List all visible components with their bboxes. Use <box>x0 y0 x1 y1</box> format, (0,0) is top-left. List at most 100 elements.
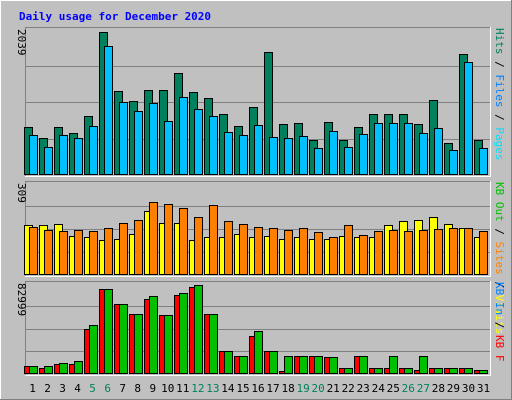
bar-kb-out <box>359 356 368 374</box>
bar-files <box>284 138 293 175</box>
day-label: 12 <box>191 382 204 395</box>
bar-sites <box>239 224 248 275</box>
day-label: 4 <box>74 382 81 395</box>
day-label: 28 <box>432 382 445 395</box>
bar-files <box>479 148 488 175</box>
bar-sites <box>119 223 128 275</box>
day-label: 27 <box>417 382 430 395</box>
bar-sites <box>284 230 293 275</box>
bar-kb-out <box>44 366 53 374</box>
bar-kb-out <box>224 351 233 374</box>
bar-files <box>359 134 368 175</box>
bar-sites <box>314 232 323 275</box>
bar-kb-out <box>449 368 458 374</box>
day-label: 23 <box>357 382 370 395</box>
day-label: 10 <box>161 382 174 395</box>
day-label: 1 <box>29 382 36 395</box>
bar-sites <box>434 229 443 275</box>
day-label: 16 <box>251 382 264 395</box>
bar-files <box>449 150 458 175</box>
bar-sites <box>389 230 398 275</box>
bar-sites <box>149 202 158 275</box>
bar-files <box>104 46 113 175</box>
bar-files <box>194 109 203 175</box>
day-label: 26 <box>402 382 415 395</box>
day-label: 30 <box>462 382 475 395</box>
bar-files <box>419 133 428 175</box>
bar-hits <box>264 52 273 175</box>
day-label: 8 <box>134 382 141 395</box>
bar-files <box>299 136 308 175</box>
day-label: 2 <box>44 382 51 395</box>
bar-sites <box>374 231 383 275</box>
bar-files <box>74 138 83 175</box>
bar-files <box>44 147 53 175</box>
bar-sites <box>479 231 488 275</box>
day-label: 9 <box>149 382 156 395</box>
bar-files <box>179 97 188 175</box>
bar-sites <box>59 231 68 275</box>
legend-label: Sites <box>493 242 506 275</box>
legend-label: / <box>493 222 506 242</box>
bar-kb-out <box>284 356 293 374</box>
legend-label: / <box>493 108 506 128</box>
bar-kb-out <box>464 368 473 374</box>
panels: 2039 Hits / Files / Pages 309 KB Out / Site… <box>15 27 506 376</box>
bar-files <box>434 128 443 175</box>
day-label: 19 <box>296 382 309 395</box>
bar-sites <box>209 205 218 275</box>
bar-sites <box>194 217 203 275</box>
bar-kb-out <box>149 296 158 374</box>
legend-label: KB F <box>493 335 506 362</box>
legend-label: KB In <box>493 282 506 315</box>
day-label: 22 <box>342 382 355 395</box>
bar-sites <box>269 228 278 275</box>
bar-kb-out <box>119 304 128 374</box>
day-label: 21 <box>327 382 340 395</box>
bar-files <box>254 125 263 175</box>
bar-kb-out <box>344 368 353 374</box>
day-label: 17 <box>266 382 279 395</box>
bar-files <box>164 121 173 175</box>
day-label: 6 <box>104 382 111 395</box>
legend-label: KB Out <box>493 182 506 222</box>
bar-files <box>239 135 248 175</box>
day-label: 24 <box>372 382 386 395</box>
day-label: 25 <box>387 382 400 395</box>
max-value-label: 2039 <box>15 29 28 56</box>
bar-kb-out <box>434 368 443 374</box>
bar-files <box>29 135 38 175</box>
bar-kb-out <box>104 289 113 374</box>
legend-label: Hits <box>493 28 506 55</box>
bar-kb-out <box>239 356 248 374</box>
day-label: 14 <box>221 382 235 395</box>
bar-sites <box>224 221 233 275</box>
bar-kb-out <box>254 331 263 374</box>
bar-files <box>59 135 68 175</box>
bar-sites <box>449 228 458 275</box>
legend-label: / <box>493 275 506 295</box>
series-legend: KB In / KB F <box>493 282 506 362</box>
bar-files <box>134 111 143 175</box>
legend-label: / <box>493 55 506 75</box>
bar-sites <box>344 225 353 275</box>
day-label: 31 <box>477 382 490 395</box>
bar-kb-out <box>299 356 308 374</box>
max-value-label: 309 <box>15 183 28 203</box>
bar-sites <box>44 230 53 275</box>
legend-label: / <box>493 315 506 335</box>
panel-visits_sites: 309 KB Out / Sites / Visits <box>15 181 506 334</box>
day-label: 7 <box>119 382 126 395</box>
bar-sites <box>29 227 38 275</box>
legend-label: Files <box>493 74 506 107</box>
bar-kb-out <box>194 285 203 374</box>
legend-label: Visits <box>493 295 506 335</box>
series-legend: Hits / Files / Pages <box>493 28 506 161</box>
bar-sites <box>179 208 188 275</box>
panel-hits_files_pages: 2039 Hits / Files / Pages <box>15 27 506 177</box>
bar-sites <box>359 235 368 275</box>
bar-kb-out <box>29 366 38 374</box>
bar-files <box>464 62 473 175</box>
panel-kb_in_f: 82999 KB In / KB F <box>15 281 506 376</box>
